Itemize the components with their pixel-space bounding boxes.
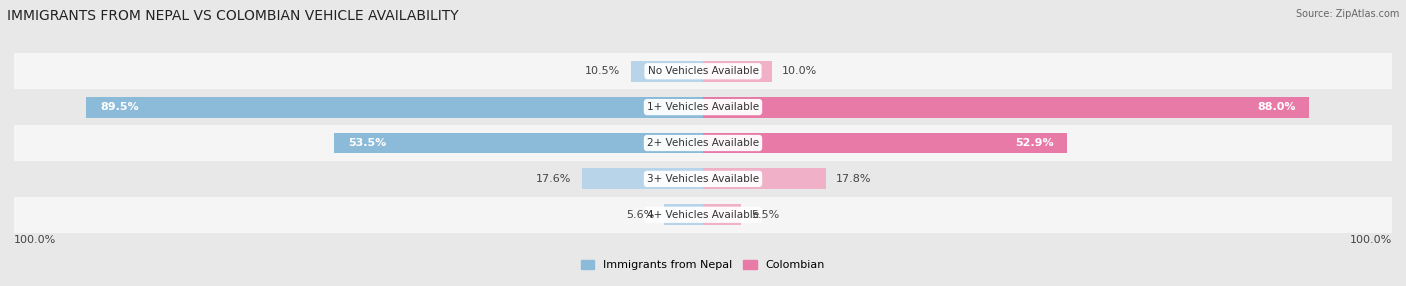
Text: 89.5%: 89.5% — [100, 102, 139, 112]
Text: 5.6%: 5.6% — [626, 210, 654, 220]
Text: 53.5%: 53.5% — [349, 138, 387, 148]
Bar — [14, 125, 1392, 161]
Bar — [703, 204, 741, 225]
Text: 17.8%: 17.8% — [837, 174, 872, 184]
Bar — [703, 168, 825, 189]
Bar — [14, 89, 1392, 125]
Text: 10.5%: 10.5% — [585, 66, 620, 76]
Bar — [14, 53, 1392, 89]
Text: 3+ Vehicles Available: 3+ Vehicles Available — [647, 174, 759, 184]
Bar — [14, 161, 1392, 197]
Text: 2+ Vehicles Available: 2+ Vehicles Available — [647, 138, 759, 148]
Text: 100.0%: 100.0% — [1350, 235, 1392, 245]
Text: No Vehicles Available: No Vehicles Available — [648, 66, 758, 76]
Bar — [86, 97, 703, 118]
Text: 17.6%: 17.6% — [536, 174, 571, 184]
Bar — [703, 61, 772, 82]
Bar — [582, 168, 703, 189]
Text: 10.0%: 10.0% — [782, 66, 817, 76]
Text: 100.0%: 100.0% — [14, 235, 56, 245]
Bar — [14, 197, 1392, 233]
Bar — [703, 133, 1067, 153]
Bar — [335, 133, 703, 153]
Text: 4+ Vehicles Available: 4+ Vehicles Available — [647, 210, 759, 220]
Text: IMMIGRANTS FROM NEPAL VS COLOMBIAN VEHICLE AVAILABILITY: IMMIGRANTS FROM NEPAL VS COLOMBIAN VEHIC… — [7, 9, 458, 23]
Bar — [703, 97, 1309, 118]
Bar — [665, 204, 703, 225]
Text: Source: ZipAtlas.com: Source: ZipAtlas.com — [1295, 9, 1399, 19]
Text: 5.5%: 5.5% — [751, 210, 779, 220]
Legend: Immigrants from Nepal, Colombian: Immigrants from Nepal, Colombian — [576, 255, 830, 275]
Text: 52.9%: 52.9% — [1015, 138, 1053, 148]
Text: 88.0%: 88.0% — [1257, 102, 1295, 112]
Text: 1+ Vehicles Available: 1+ Vehicles Available — [647, 102, 759, 112]
Bar — [631, 61, 703, 82]
